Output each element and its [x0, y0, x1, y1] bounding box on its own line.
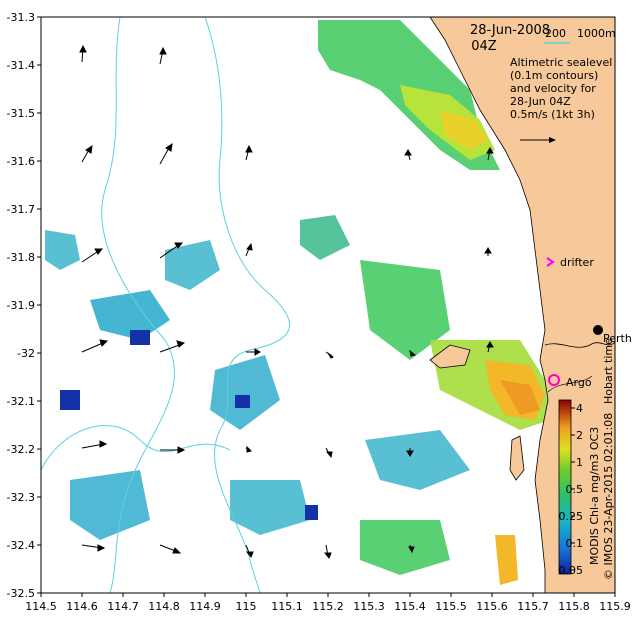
- colorbar-tick-label: 4: [576, 402, 583, 415]
- x-tick-label: 114.6: [66, 600, 98, 613]
- sea-level-contours: [41, 17, 291, 593]
- x-tick-label: 114.7: [107, 600, 139, 613]
- perth-marker: [593, 325, 603, 335]
- swan-river: [544, 341, 615, 348]
- colorbar-tick-label: 0.1: [566, 537, 584, 550]
- x-tick-label: 115.7: [517, 600, 549, 613]
- x-tick-label: 115: [236, 600, 257, 613]
- y-tick-label: -32.2: [7, 443, 35, 456]
- y-tick-label: -32.3: [7, 491, 35, 504]
- y-tick-label: -31.3: [7, 11, 35, 24]
- x-tick-label: 115.8: [558, 600, 590, 613]
- legend-text: Altimetric sealevel (0.1m contours) and …: [510, 56, 612, 121]
- velocity-arrows: [79, 44, 494, 559]
- drifter-label: drifter: [560, 256, 594, 269]
- colorbar: 4 2 1 0.5 0.25 0.1 0.05: [558, 399, 584, 577]
- y-axis: -31.3 -31.4 -31.5 -31.6 -31.7 -31.8 -31.9 -32 -3…: [7, 11, 41, 600]
- legend-line-3: and velocity for: [510, 82, 596, 95]
- colorbar-tick-label: 0.25: [559, 510, 584, 523]
- y-tick-label: -32.5: [7, 587, 35, 600]
- scale-max-label: 1000m: [577, 27, 616, 40]
- rottnest-island: [429, 344, 471, 369]
- y-tick-label: -31.7: [7, 203, 35, 216]
- colorbar-tick-label: 0.5: [566, 483, 584, 496]
- perth-label: Perth: [603, 332, 632, 345]
- y-tick-label: -31.8: [7, 251, 35, 264]
- x-tick-label: 115.5: [435, 600, 467, 613]
- credit-text: © IMOS 23-Apr-2015 02:01:08: [602, 413, 615, 580]
- garden-island: [509, 435, 525, 481]
- y-tick-label: -31.5: [7, 107, 35, 120]
- x-tick-label: 115.3: [353, 600, 385, 613]
- x-tick-label: 115.9: [599, 600, 631, 613]
- estuary-line: [547, 375, 593, 393]
- product-text: MODIS Chl-a mg/m3 OC3: [588, 427, 601, 565]
- x-tick-label: 115.2: [312, 600, 344, 613]
- date-label: 28-Jun-2008: [470, 23, 550, 38]
- colorbar-tick-label: 2: [576, 429, 583, 442]
- x-tick-label: 115.4: [394, 600, 426, 613]
- y-tick-label: -32.1: [7, 395, 35, 408]
- y-tick-label: -32.4: [7, 539, 35, 552]
- argo-marker: [548, 374, 560, 386]
- legend-line-4: 28-Jun 04Z: [510, 95, 571, 108]
- legend-arrow-head: [549, 137, 556, 143]
- time-label: 04Z: [471, 39, 497, 54]
- legend-line-5: 0.5m/s (1kt 3h): [510, 108, 595, 121]
- x-tick-label: 114.9: [189, 600, 221, 613]
- argo-label: Argo: [566, 376, 592, 389]
- x-tick-label: 114.8: [148, 600, 180, 613]
- x-tick-label: 115.1: [271, 600, 303, 613]
- hobart-time-text: Hobart time: [602, 338, 615, 404]
- legend-line-1: Altimetric sealevel: [510, 56, 612, 69]
- y-tick-label: -31.6: [7, 155, 35, 168]
- x-axis: 114.5 114.6 114.7 114.8 114.9 115 115.1 115.2 11…: [25, 593, 631, 613]
- x-tick-label: 114.5: [25, 600, 57, 613]
- scale-min-label: 200: [545, 27, 566, 40]
- colorbar-tick-label: 0.05: [559, 564, 584, 577]
- colorbar-ticks: 4 2 1 0.5 0.25 0.1 0.05: [559, 402, 584, 577]
- y-tick-label: -32: [17, 347, 35, 360]
- drifter-marker: [546, 257, 555, 267]
- y-tick-label: -31.4: [7, 59, 35, 72]
- legend-line-2: (0.1m contours): [510, 69, 598, 82]
- y-tick-label: -31.9: [7, 299, 35, 312]
- colorbar-scale: [558, 399, 572, 575]
- x-tick-label: 115.6: [476, 600, 508, 613]
- colorbar-tick-label: 1: [576, 456, 583, 469]
